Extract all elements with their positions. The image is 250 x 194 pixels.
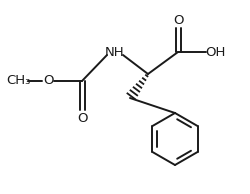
- Text: O: O: [43, 74, 53, 87]
- Text: O: O: [173, 14, 183, 27]
- Text: CH₃: CH₃: [6, 74, 30, 87]
- Text: OH: OH: [205, 46, 225, 59]
- Text: NH: NH: [105, 47, 125, 60]
- Text: O: O: [77, 113, 87, 126]
